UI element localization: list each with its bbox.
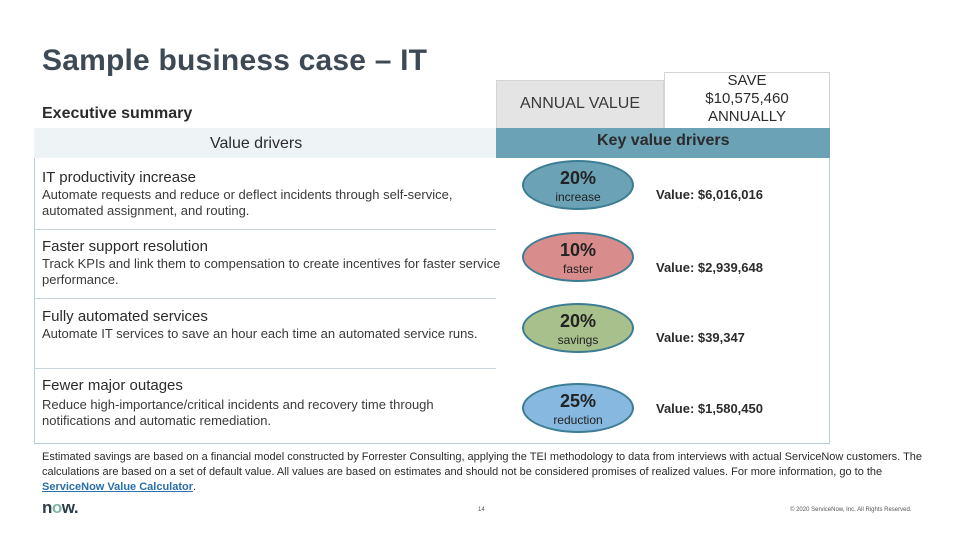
- driver-unit: reduction: [553, 413, 603, 427]
- value-drivers-heading: Value drivers: [210, 135, 303, 152]
- footnote-text: Estimated savings are based on a financi…: [42, 451, 923, 478]
- driver-percent: 25%: [559, 391, 597, 411]
- driver-row: Fewer major outages Reduce high-importan…: [0, 377, 960, 445]
- driver-description: Reduce high-importance/critical incident…: [42, 397, 434, 428]
- driver-percent-oval: 20% increase: [522, 160, 634, 210]
- page-title: Sample business case – IT: [42, 44, 428, 77]
- key-value-drivers-heading: Key value drivers: [597, 132, 730, 149]
- annual-value-label: ANNUAL VALUE: [519, 95, 641, 112]
- footnote: Estimated savings are based on a financi…: [42, 450, 942, 495]
- driver-row: Fully automated services Automate IT ser…: [0, 303, 960, 376]
- driver-percent: 20%: [559, 168, 597, 188]
- save-line-1: SAVE: [727, 72, 767, 89]
- driver-value: Value: $6,016,016: [656, 187, 763, 202]
- row-divider: [34, 368, 496, 369]
- driver-description: Track KPIs and link them to compensation…: [42, 256, 501, 287]
- annual-value-box: [496, 80, 664, 130]
- logo-letter-o: o: [51, 498, 62, 517]
- save-box: [664, 72, 830, 130]
- executive-summary-heading: Executive summary: [42, 105, 193, 122]
- driver-title: Fully automated services: [42, 308, 208, 325]
- save-summary: SAVE $10,575,460 ANNUALLY: [664, 72, 830, 126]
- driver-title: IT productivity increase: [42, 169, 196, 186]
- save-line-3: ANNUALLY: [707, 108, 787, 125]
- row-divider: [34, 298, 496, 299]
- copyright: © 2020 ServiceNow, Inc. All Rights Reser…: [790, 507, 912, 513]
- driver-row: Faster support resolution Track KPIs and…: [0, 232, 960, 306]
- driver-title: Fewer major outages: [42, 377, 183, 394]
- driver-value: Value: $2,939,648: [656, 260, 763, 275]
- driver-unit: savings: [557, 333, 599, 347]
- driver-percent: 20%: [559, 311, 597, 331]
- drivers-panel: [34, 158, 830, 444]
- value-calculator-link[interactable]: ServiceNow Value Calculator: [42, 481, 194, 493]
- servicenow-logo: now.: [42, 498, 79, 518]
- page-number: 14: [478, 507, 485, 513]
- logo-letter-n: n: [42, 498, 52, 517]
- driver-value: Value: $1,580,450: [656, 401, 763, 416]
- driver-row: IT productivity increase Automate reques…: [0, 160, 960, 237]
- driver-unit: increase: [555, 190, 601, 204]
- row-divider: [34, 229, 496, 230]
- driver-description: Automate requests and reduce or deflect …: [42, 187, 453, 218]
- driver-percent-oval: 10% faster: [522, 232, 634, 282]
- driver-percent: 10%: [559, 240, 597, 260]
- driver-title: Faster support resolution: [42, 238, 208, 255]
- driver-value: Value: $39,347: [656, 330, 745, 345]
- driver-description: Automate IT services to save an hour eac…: [42, 326, 478, 341]
- footnote-end: .: [193, 481, 197, 493]
- driver-unit: faster: [562, 262, 593, 276]
- header-bar-left: [34, 128, 496, 158]
- driver-percent-oval: 25% reduction: [522, 383, 634, 433]
- driver-percent-oval: 20% savings: [522, 303, 634, 353]
- save-amount: $10,575,460: [705, 90, 789, 107]
- logo-letter-w: w.: [61, 498, 79, 517]
